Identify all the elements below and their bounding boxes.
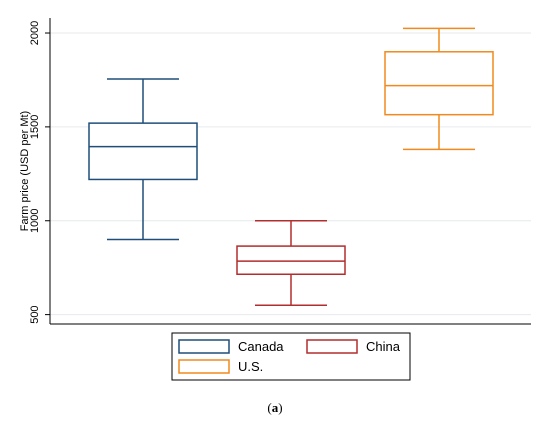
y-axis-title: Farm price (USD per Mt) xyxy=(19,111,31,231)
legend-label-us: U.S. xyxy=(238,359,263,374)
caption-close: ) xyxy=(278,400,283,415)
iqr-box xyxy=(384,51,494,116)
boxes xyxy=(88,27,494,306)
y-tick-label-500: 500 xyxy=(29,305,41,323)
figure-caption: (a) xyxy=(0,400,550,416)
box-china xyxy=(236,219,346,306)
legend-label-china: China xyxy=(366,339,401,354)
box-canada xyxy=(88,78,198,241)
legend-swatch-china xyxy=(306,339,358,354)
box-us xyxy=(384,27,494,151)
y-tick-label-2000: 2000 xyxy=(29,21,41,45)
caption-open: ( xyxy=(267,400,272,415)
caption-letter: a xyxy=(271,400,279,415)
y-tick-label-1000: 1000 xyxy=(29,209,41,233)
iqr-box xyxy=(236,245,346,276)
legend-swatch-us xyxy=(178,359,230,374)
axes: 500 1000 1500 2000 Farm price (USD per Mt) xyxy=(19,18,531,325)
legend-swatch-canada xyxy=(178,339,230,354)
chart: 500 1000 1500 2000 Farm price (USD per Mt) C… xyxy=(19,18,531,381)
legend-label-canada: Canada xyxy=(238,339,284,354)
legend: Canada China U.S. xyxy=(171,332,411,381)
iqr-box xyxy=(88,122,198,181)
y-tick-label-1500: 1500 xyxy=(29,115,41,139)
